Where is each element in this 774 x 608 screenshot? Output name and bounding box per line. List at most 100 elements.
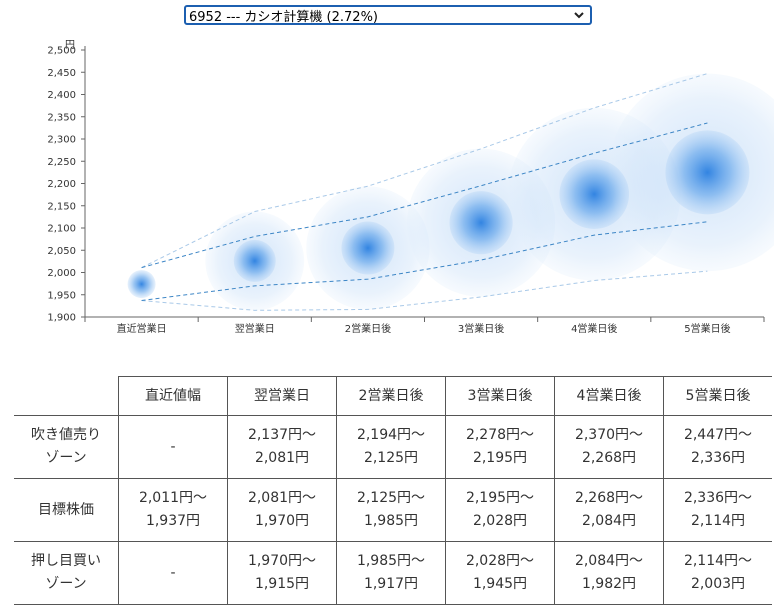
cell-line: 2,194円〜 <box>356 427 426 443</box>
row-label-line: 吹き値売り <box>31 427 101 443</box>
zone-table: 直近値幅 翌営業日 2営業日後 3営業日後 4営業日後 5営業日後吹き値売りゾーン - 2,1… <box>14 376 772 605</box>
cell-line: 1,985円 <box>363 513 419 529</box>
column-header: 4営業日後 <box>554 376 664 416</box>
y-tick-label: 2,350 <box>47 112 76 123</box>
cell-line: 2,268円〜 <box>574 490 644 506</box>
column-header: 2営業日後 <box>336 376 446 416</box>
y-tick-label: 1,900 <box>47 313 76 324</box>
y-tick-label: 2,500 <box>47 46 76 57</box>
cell-line: 2,081円〜 <box>247 490 317 506</box>
table-cell: 2,336円〜 2,114円 <box>663 478 772 542</box>
cell-line: 2,114円〜 <box>683 553 753 569</box>
target-bubble <box>665 130 750 215</box>
x-tick-label: 4営業日後 <box>571 322 617 335</box>
row-label-line: ゾーン <box>45 450 87 466</box>
stock-select-value: 6952 --- カシオ計算機 (2.72%) <box>189 9 378 25</box>
table-cell: 2,194円〜 2,125円 <box>336 415 446 479</box>
y-tick-label: 2,300 <box>47 135 76 146</box>
cell-line: 1,982円 <box>581 576 637 592</box>
cell-line: 1,937円 <box>145 513 201 529</box>
target-bubble <box>449 191 513 255</box>
table-cell: 2,125円〜 1,985円 <box>336 478 446 542</box>
table-cell: 2,278円〜 2,195円 <box>445 415 555 479</box>
table-cell: 2,195円〜 2,028円 <box>445 478 555 542</box>
target-low-line <box>141 221 708 302</box>
cell-line: 2,028円 <box>472 513 528 529</box>
table-cell: 2,137円〜 2,081円 <box>227 415 337 479</box>
cell-line: 2,011円〜 <box>138 490 208 506</box>
table-cell: 2,028円〜 1,945円 <box>445 541 555 605</box>
cell-line: 2,081円 <box>254 450 310 466</box>
cell-line: 1,915円 <box>254 576 310 592</box>
table-cell: 2,268円〜 2,084円 <box>554 478 664 542</box>
target-high-line <box>141 122 708 269</box>
cell-line: 2,137円〜 <box>247 427 317 443</box>
cell-line: 1,945円 <box>472 576 528 592</box>
y-tick-label: 2,200 <box>47 179 76 190</box>
table-cell: 2,447円〜 2,336円 <box>663 415 772 479</box>
cell-line: 1,970円〜 <box>247 553 317 569</box>
cell-line: 1,985円〜 <box>356 553 426 569</box>
cell-line: 2,447円〜 <box>683 427 753 443</box>
column-header: 翌営業日 <box>227 376 337 416</box>
y-tick-label: 2,250 <box>47 157 76 168</box>
y-tick-label: 2,150 <box>47 201 76 212</box>
cell-line: 2,195円〜 <box>465 490 535 506</box>
cell-line: 2,084円〜 <box>574 553 644 569</box>
cell-line: 2,003円 <box>690 576 746 592</box>
y-tick-label: 2,100 <box>47 224 76 235</box>
y-tick-label: 1,950 <box>47 290 76 301</box>
stock-select[interactable]: 6952 --- カシオ計算機 (2.72%) <box>184 5 592 25</box>
cell-line: 2,084円 <box>581 513 637 529</box>
row-label-line: ゾーン <box>45 576 87 592</box>
y-tick-label: 2,400 <box>47 90 76 101</box>
table-row: 吹き値売りゾーン - 2,137円〜 2,081円 2,194円〜 2,125円 2,278… <box>14 415 772 479</box>
cell-line: 2,278円〜 <box>465 427 535 443</box>
row-label: 目標株価 <box>14 478 119 542</box>
table-cell: 2,114円〜 2,003円 <box>663 541 772 605</box>
x-tick-label: 翌営業日 <box>235 322 275 335</box>
cell-line: 1,917円 <box>363 576 419 592</box>
column-header: 5営業日後 <box>663 376 772 416</box>
x-tick-label: 2営業日後 <box>345 322 391 335</box>
table-cell: 2,081円〜 1,970円 <box>227 478 337 542</box>
row-label: 吹き値売り ゾーン <box>14 415 119 479</box>
cell-line: 2,370円〜 <box>574 427 644 443</box>
cell-line: 2,336円 <box>690 450 746 466</box>
y-tick-label: 2,000 <box>47 268 76 279</box>
target-bubble <box>233 239 276 282</box>
cell-line: 2,125円 <box>363 450 419 466</box>
target-bubble <box>127 270 156 299</box>
target-bubble <box>341 221 395 275</box>
outer-low-line <box>141 270 708 311</box>
column-header: 3営業日後 <box>445 376 555 416</box>
table-cell: - <box>118 415 228 479</box>
cell-line: 2,336円〜 <box>683 490 753 506</box>
cell-line: - <box>170 438 176 455</box>
table-cell: 2,084円〜 1,982円 <box>554 541 664 605</box>
chevron-down-icon[interactable] <box>572 8 586 22</box>
table-cell: 2,370円〜 2,268円 <box>554 415 664 479</box>
forecast-chart: 1,900 1,950 2,000 2,050 2,100 2,150 2,200 2,250… <box>47 40 774 335</box>
row-label: 押し目買い ゾーン <box>14 541 119 605</box>
y-unit-label: 円 <box>65 40 75 51</box>
table-row: 押し目買い ゾーン - 1,970円〜 1,915円 1,985円〜 1,917円 2,028… <box>14 541 772 605</box>
table-cell: 1,985円〜 1,917円 <box>336 541 446 605</box>
cell-line: - <box>170 564 176 581</box>
table-cell: 1,970円〜 1,915円 <box>227 541 337 605</box>
y-tick-label: 2,050 <box>47 246 76 257</box>
outer-high-line <box>141 73 708 269</box>
column-header: 直近値幅 <box>118 376 228 416</box>
cell-line: 2,125円〜 <box>356 490 426 506</box>
x-tick-label: 5営業日後 <box>684 322 730 335</box>
x-tick-label: 直近営業日 <box>117 322 167 335</box>
cell-line: 2,114円 <box>690 513 746 529</box>
cell-line: 2,268円 <box>581 450 637 466</box>
table-cell: 2,011円〜 1,937円 <box>118 478 228 542</box>
table-row: 目標株価 2,011円〜 1,937円 2,081円〜 1,970円 2,125円〜 1,9… <box>14 478 772 542</box>
table-corner <box>14 376 119 416</box>
table-cell: - <box>118 541 228 605</box>
cell-line: 2,028円〜 <box>465 553 535 569</box>
y-tick-label: 2,450 <box>47 68 76 79</box>
row-label-line: 目標株価 <box>38 501 94 518</box>
